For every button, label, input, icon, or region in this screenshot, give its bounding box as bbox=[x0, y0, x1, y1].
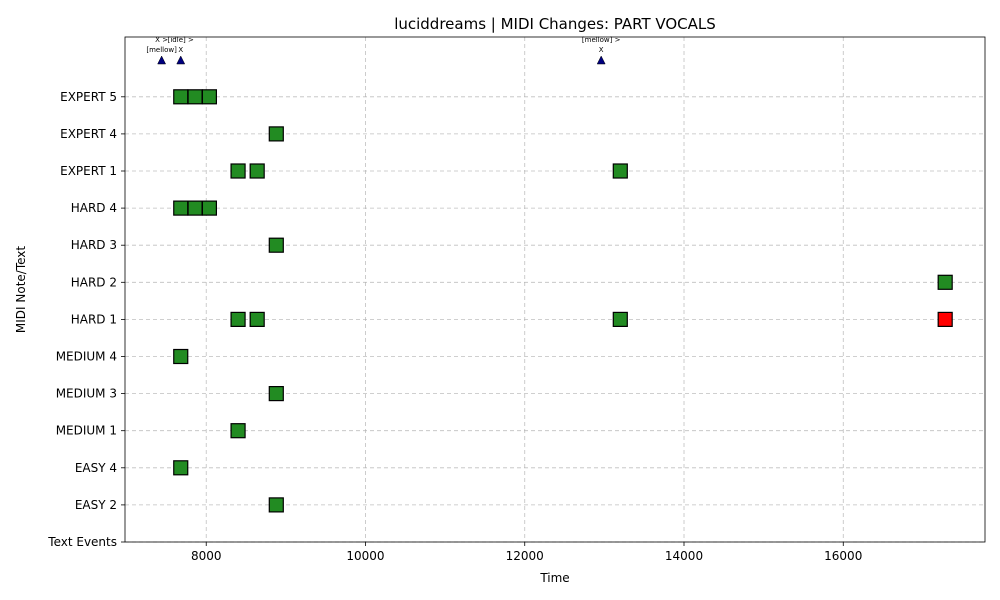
data-marks bbox=[173, 89, 953, 513]
x-axis-title: Time bbox=[539, 571, 569, 585]
text-event-marker bbox=[596, 55, 606, 65]
y-tick-label: EASY 4 bbox=[75, 461, 117, 475]
added-note-marker bbox=[187, 200, 203, 216]
x-axis: 8000 10000 12000 14000 16000 bbox=[191, 542, 862, 563]
y-tick-label: MEDIUM 3 bbox=[56, 387, 117, 401]
removed-note-marker bbox=[937, 311, 953, 327]
added-note-marker bbox=[173, 348, 189, 365]
x-tick-label: 10000 bbox=[346, 549, 384, 563]
added-note-marker bbox=[268, 497, 284, 513]
y-axis: Text Events EASY 2 EASY 4 MEDIUM 1 MEDIUM 3 M… bbox=[47, 90, 125, 549]
added-note-marker bbox=[230, 311, 246, 327]
y-tick-label: Text Events bbox=[47, 535, 117, 549]
y-tick-label: HARD 3 bbox=[71, 238, 117, 252]
text-events: X > [mellow] [idle] > X [mellow] > X bbox=[146, 36, 621, 65]
added-note-marker bbox=[187, 89, 203, 105]
added-note-marker bbox=[173, 200, 189, 216]
y-tick-label: HARD 1 bbox=[71, 312, 117, 326]
x-tick-label: 16000 bbox=[824, 549, 862, 563]
chart-title: luciddreams | MIDI Changes: PART VOCALS bbox=[394, 15, 716, 33]
y-axis-title: MIDI Note/Text bbox=[14, 246, 28, 334]
added-note-marker bbox=[268, 126, 284, 142]
added-note-marker bbox=[201, 89, 218, 105]
text-event-label: X > bbox=[155, 36, 168, 44]
y-tick-label: HARD 2 bbox=[71, 275, 117, 289]
added-note-marker bbox=[268, 386, 284, 402]
x-tick-label: 12000 bbox=[506, 549, 544, 563]
x-tick-label: 14000 bbox=[665, 549, 703, 563]
y-tick-label: MEDIUM 1 bbox=[56, 424, 117, 438]
y-tick-label: EXPERT 1 bbox=[60, 164, 117, 178]
text-event-marker bbox=[176, 55, 186, 65]
added-note-marker bbox=[173, 89, 189, 105]
text-event-label: [mellow] bbox=[146, 46, 177, 54]
added-note-marker bbox=[937, 274, 953, 290]
y-tick-label: EXPERT 5 bbox=[60, 90, 117, 104]
added-note-marker bbox=[268, 237, 284, 253]
y-tick-label: HARD 4 bbox=[71, 201, 117, 215]
y-tick-label: MEDIUM 4 bbox=[56, 350, 117, 364]
text-event-marker bbox=[157, 55, 167, 65]
x-tick-label: 8000 bbox=[191, 549, 222, 563]
y-tick-label: EASY 2 bbox=[75, 498, 117, 512]
text-event-label: [mellow] > bbox=[582, 36, 621, 44]
added-note-marker bbox=[173, 460, 189, 476]
added-note-marker bbox=[230, 163, 246, 179]
plot-frame bbox=[124, 36, 986, 543]
text-event-label: X bbox=[178, 46, 183, 54]
added-note-marker bbox=[249, 311, 265, 327]
added-note-marker bbox=[230, 423, 246, 439]
added-note-marker bbox=[612, 311, 628, 327]
added-note-marker bbox=[612, 163, 628, 179]
text-event-label: X bbox=[599, 46, 604, 54]
text-event-label: [idle] > bbox=[168, 36, 194, 44]
y-tick-label: EXPERT 4 bbox=[60, 127, 117, 141]
added-note-marker bbox=[201, 200, 218, 216]
added-note-marker bbox=[249, 163, 265, 179]
